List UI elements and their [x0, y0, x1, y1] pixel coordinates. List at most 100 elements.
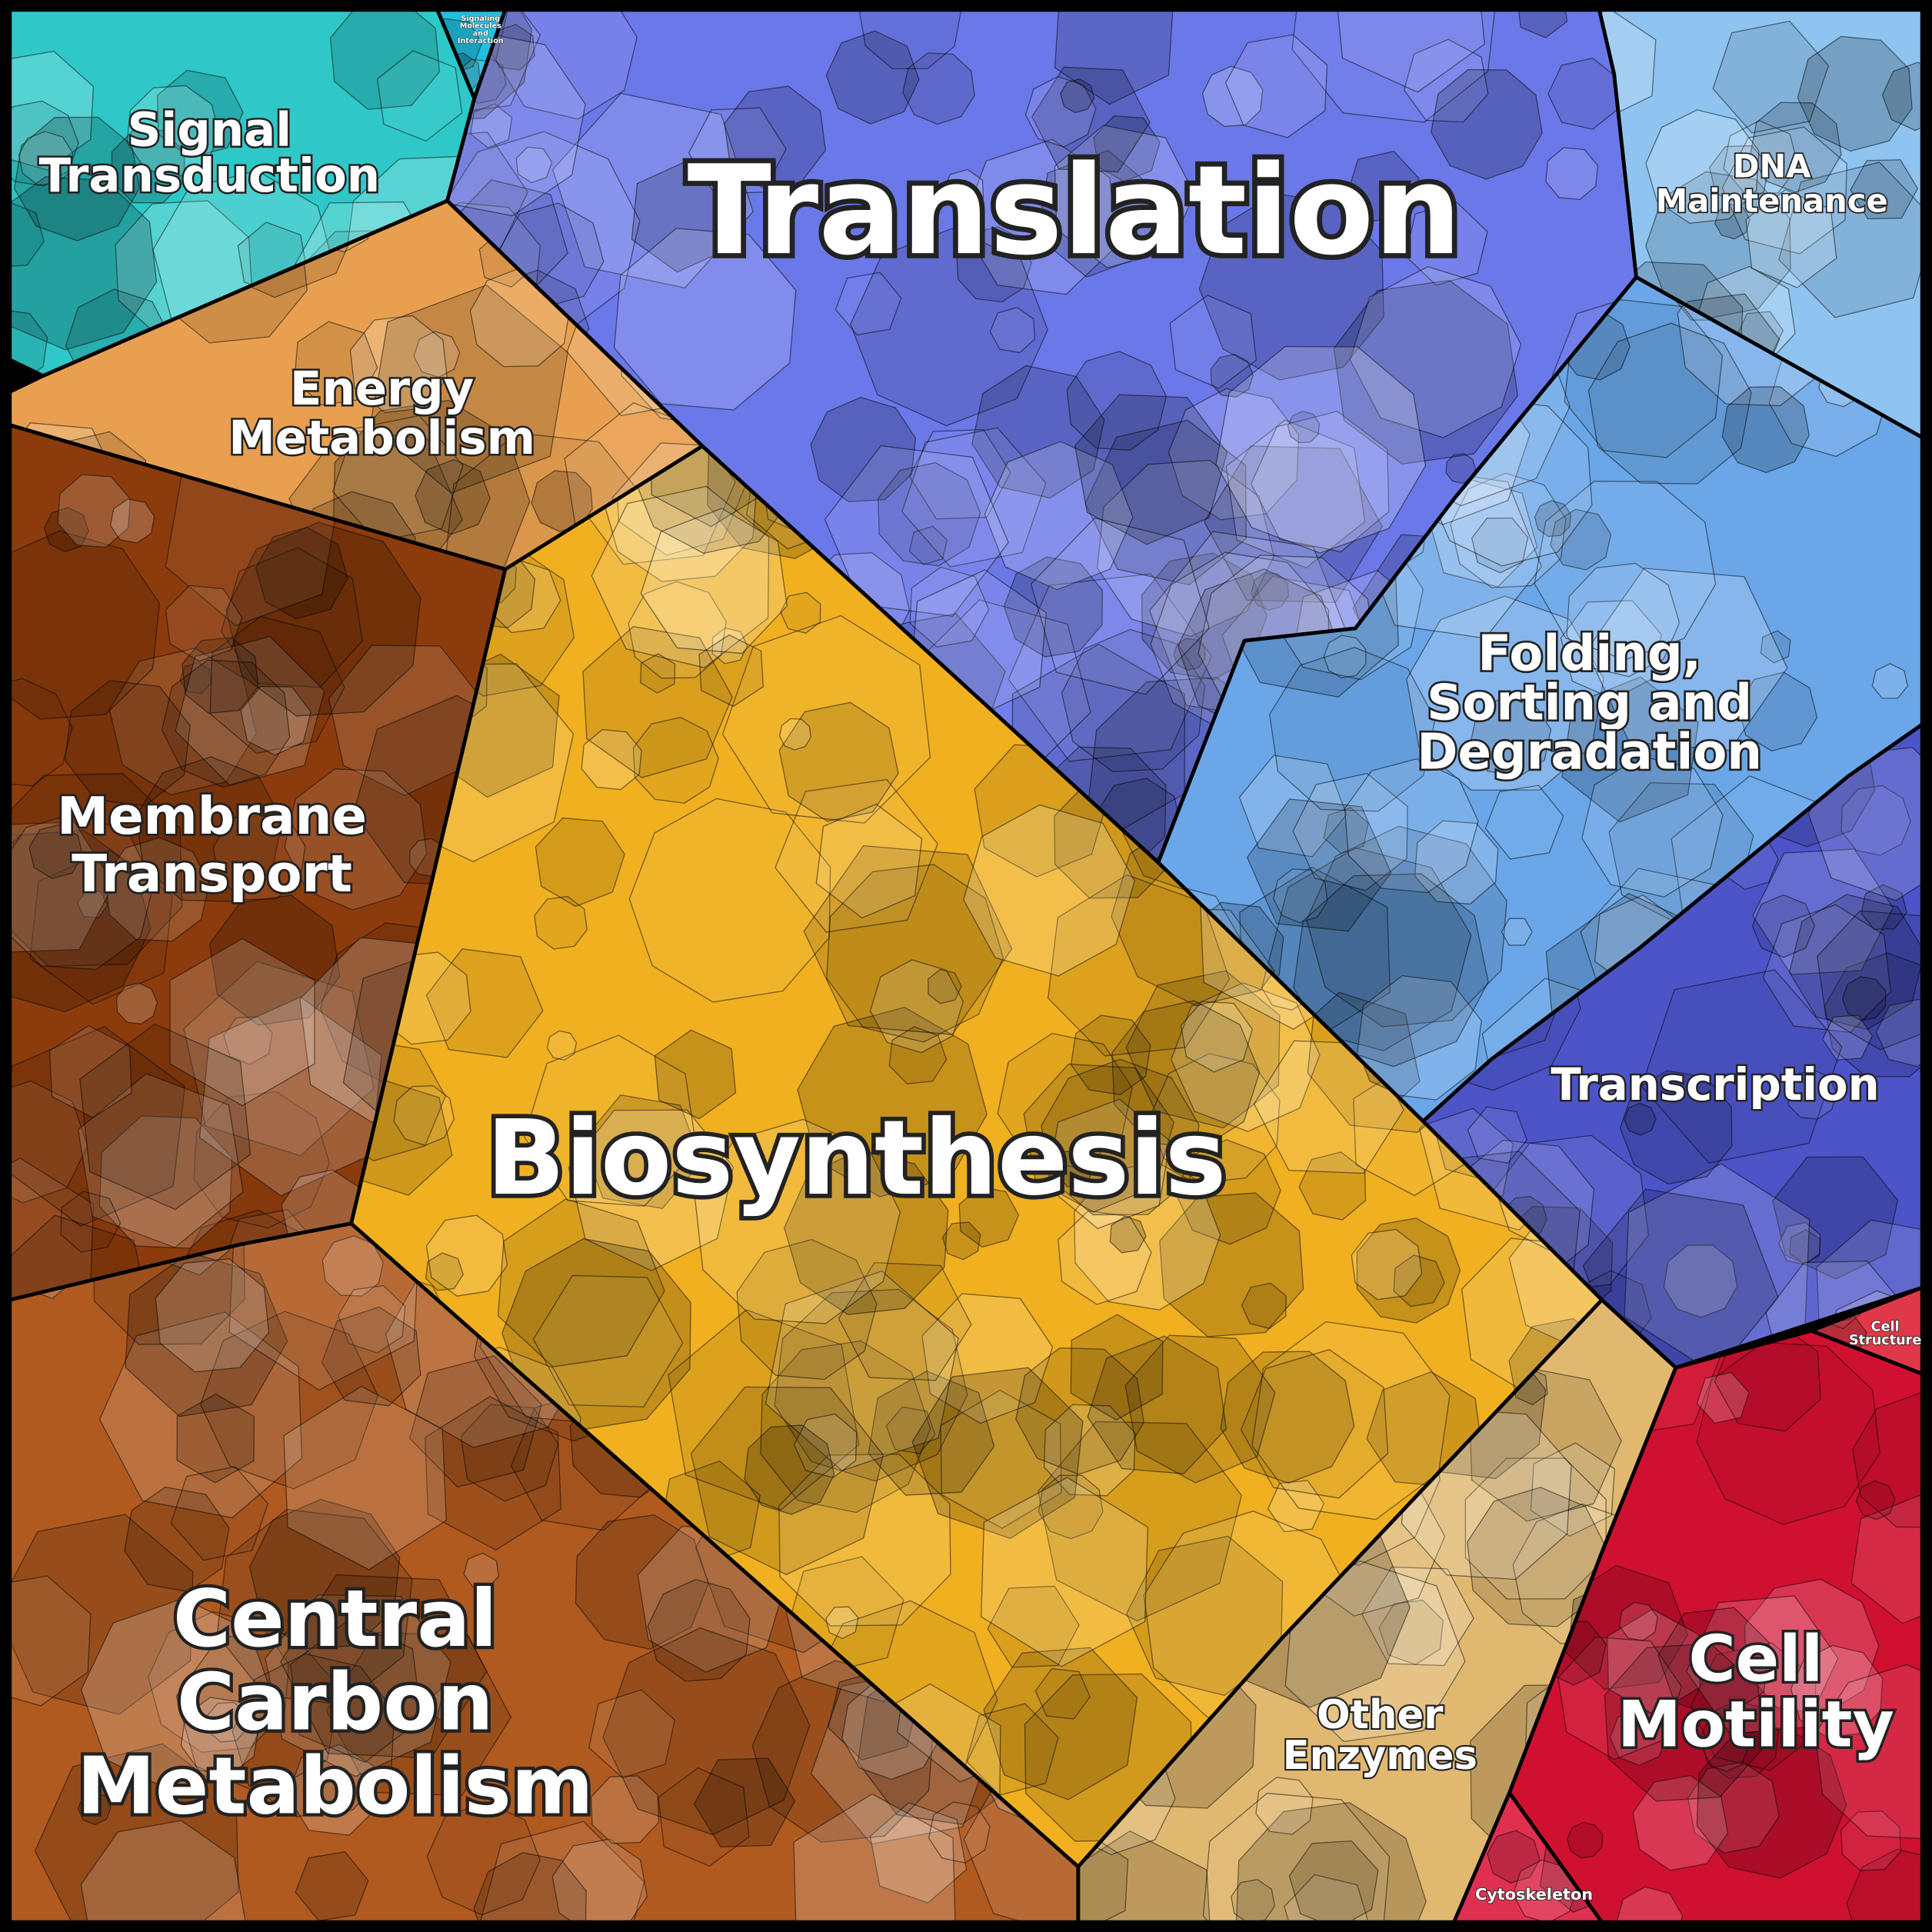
cell [532, 1274, 684, 1407]
region [9, 1223, 1078, 1923]
cell [591, 1775, 660, 1844]
cell [778, 1454, 951, 1627]
cell [1703, 1727, 1748, 1772]
cell [928, 968, 962, 1004]
cell [1855, 1480, 1896, 1521]
cell [784, 1149, 949, 1315]
cell [989, 307, 1036, 354]
region-label: Carbon [177, 1657, 494, 1749]
cell [1111, 1000, 1261, 1150]
cell [1484, 784, 1564, 860]
cell [1645, 109, 1760, 224]
cell [9, 530, 160, 720]
cell [9, 829, 152, 1013]
cell [568, 1109, 734, 1271]
cell [1721, 386, 1810, 474]
cell [1074, 394, 1228, 545]
cell [1790, 1644, 1884, 1738]
region-label: Cytoskeleton [1475, 1885, 1593, 1904]
cell [878, 462, 981, 567]
cell [79, 1023, 251, 1211]
cell [135, 756, 283, 902]
cell [425, 1214, 508, 1297]
cell [869, 1802, 968, 1904]
cell [156, 69, 244, 158]
cell [265, 1594, 451, 1777]
cell [1404, 202, 1488, 286]
cell [111, 130, 185, 204]
cell [1054, 1148, 1095, 1188]
cell [1547, 57, 1618, 130]
cell [1023, 1063, 1174, 1213]
cell [1561, 676, 1699, 823]
cell [1323, 635, 1367, 679]
region-label: Interaction [458, 37, 504, 45]
cell [780, 591, 821, 634]
cell [193, 1091, 331, 1229]
cell [1235, 1802, 1427, 1923]
cell [183, 961, 375, 1157]
cell [1587, 322, 1752, 485]
region-label: Metabolism [77, 1741, 594, 1833]
cell [1159, 1192, 1304, 1337]
cell [803, 844, 1013, 1035]
cell [77, 1073, 244, 1248]
cell [1557, 1636, 1683, 1760]
cell [98, 1115, 233, 1249]
cell [77, 1790, 112, 1825]
cell [744, 1424, 835, 1515]
cell [1124, 1334, 1276, 1484]
cell [1840, 784, 1911, 856]
cell [588, 1689, 675, 1779]
cell [551, 92, 754, 288]
cell [911, 1367, 1084, 1540]
cell [109, 498, 155, 544]
cell [1487, 1830, 1541, 1884]
cell [1772, 1156, 1899, 1280]
cell [1822, 1014, 1874, 1061]
cell [9, 811, 155, 971]
cell [225, 521, 421, 717]
cell [1024, 75, 1097, 148]
cell [1273, 868, 1328, 924]
cell [1712, 20, 1830, 134]
cell [690, 1386, 884, 1575]
region-fill [447, 9, 1637, 863]
cell [1171, 982, 1321, 1132]
region-fill [1158, 277, 1923, 1121]
cell [1361, 1566, 1474, 1667]
cell [961, 138, 1117, 295]
cell [1846, 1848, 1923, 1923]
cell [760, 1340, 931, 1514]
cell [928, 1801, 991, 1864]
region-fill [1599, 9, 1923, 438]
cell [868, 1371, 995, 1496]
cell [9, 678, 73, 787]
cell [9, 772, 183, 968]
region-label: Motility [1617, 1687, 1894, 1762]
cell [1406, 595, 1604, 791]
region-label: Other [1317, 1692, 1444, 1738]
cell [1696, 1727, 1847, 1879]
region-label: Cell [1871, 1319, 1900, 1334]
region-label: and [473, 29, 488, 38]
cell [294, 321, 378, 406]
cell [1231, 1879, 1275, 1923]
cell [1471, 517, 1529, 574]
cell [1751, 894, 1816, 958]
cell [57, 474, 131, 548]
region-label: Membrane [57, 786, 367, 846]
cell [1564, 298, 1724, 458]
cell [338, 1284, 406, 1354]
cell [1604, 1643, 1763, 1802]
cell [658, 1767, 750, 1867]
cell [1534, 481, 1717, 661]
cell [613, 228, 797, 411]
cell [581, 728, 642, 791]
cell [1125, 970, 1281, 1129]
cell [956, 226, 1032, 303]
region-label: Translation [688, 138, 1462, 282]
cell [349, 315, 448, 414]
